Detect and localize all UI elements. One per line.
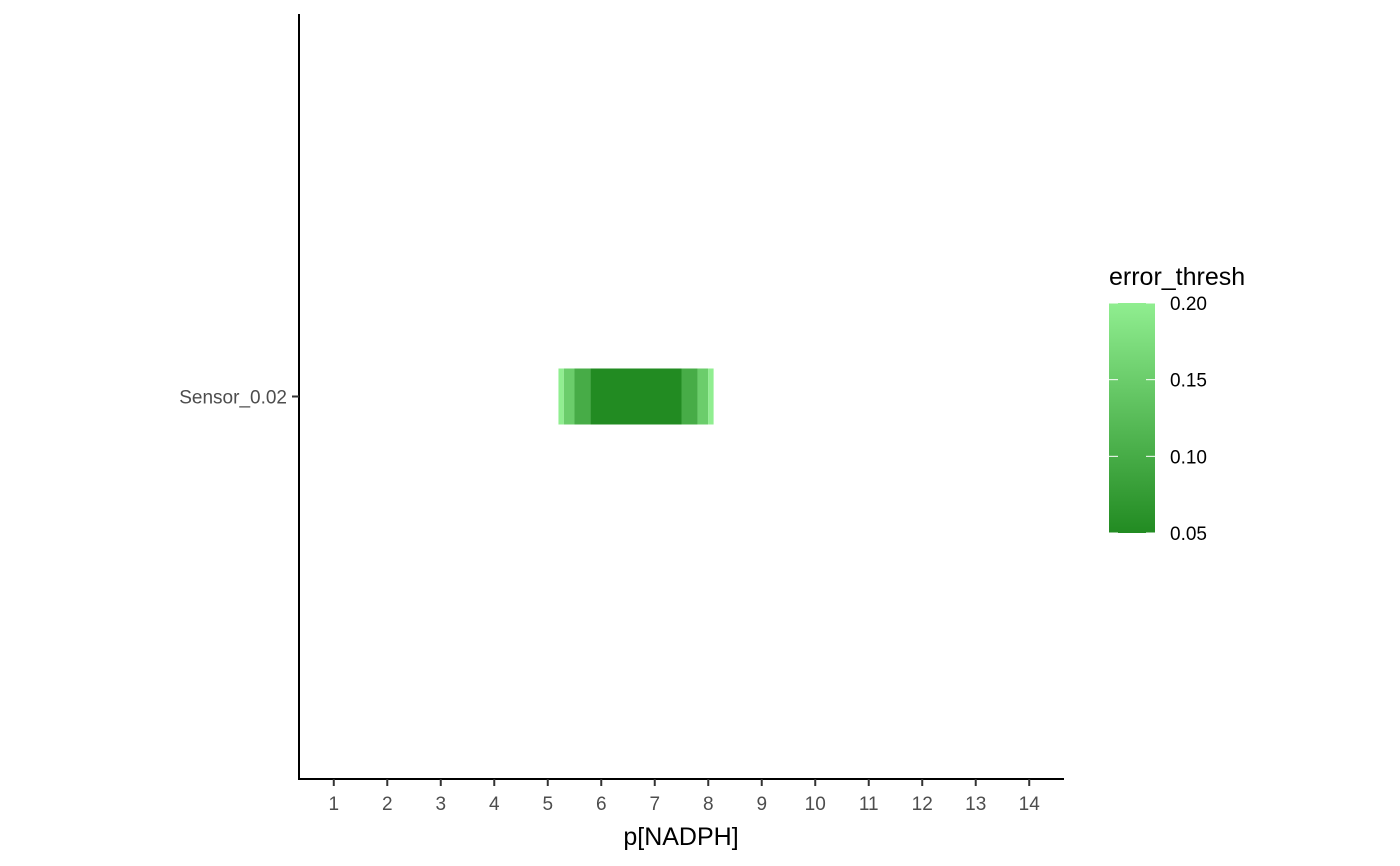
heatmap-tile-3 — [590, 368, 682, 425]
y-ticks: Sensor_0.02 — [179, 388, 299, 409]
x-tick-label-12: 12 — [912, 794, 933, 815]
x-tick-label-2: 2 — [382, 794, 393, 815]
heatmap-tile-4 — [681, 368, 698, 425]
x-tick-label-4: 4 — [489, 794, 500, 815]
x-tick-label-8: 8 — [703, 794, 714, 815]
legend-breaks: 0.20 0.15 0.10 0.05 — [1109, 294, 1207, 545]
legend-break-label-0.10: 0.10 — [1170, 447, 1207, 468]
legend-title: error_thresh — [1109, 263, 1245, 291]
legend-break-label-0.20: 0.20 — [1170, 294, 1207, 315]
x-tick-label-3: 3 — [435, 794, 446, 815]
legend-colorbar — [1109, 303, 1155, 533]
x-tick-label-14: 14 — [1019, 794, 1041, 815]
heatmap-tile-6 — [708, 368, 714, 425]
x-tick-label-9: 9 — [756, 794, 767, 815]
x-tick-label-6: 6 — [596, 794, 607, 815]
heatmap-tile-0 — [558, 368, 564, 425]
y-tick-label-0: Sensor_0.02 — [179, 388, 287, 409]
x-ticks: 1 2 3 4 5 6 7 8 9 10 11 12 13 14 — [328, 779, 1040, 815]
x-tick-label-10: 10 — [805, 794, 826, 815]
heatmap-tile-5 — [697, 368, 709, 425]
x-tick-label-11: 11 — [859, 794, 879, 815]
heatmap-tile-2 — [574, 368, 591, 425]
x-axis-title: p[NADPH] — [623, 823, 738, 851]
x-tick-label-7: 7 — [649, 794, 660, 815]
x-tick-label-1: 1 — [328, 794, 339, 815]
x-tick-label-13: 13 — [965, 794, 986, 815]
legend-break-label-0.05: 0.05 — [1170, 524, 1207, 545]
legend-break-label-0.15: 0.15 — [1170, 371, 1207, 392]
legend: error_thresh 0.20 0.15 0.10 0.05 — [1109, 263, 1245, 545]
x-tick-label-5: 5 — [542, 794, 553, 815]
heatmap-tile-1 — [563, 368, 575, 425]
tiles-layer — [558, 368, 714, 425]
